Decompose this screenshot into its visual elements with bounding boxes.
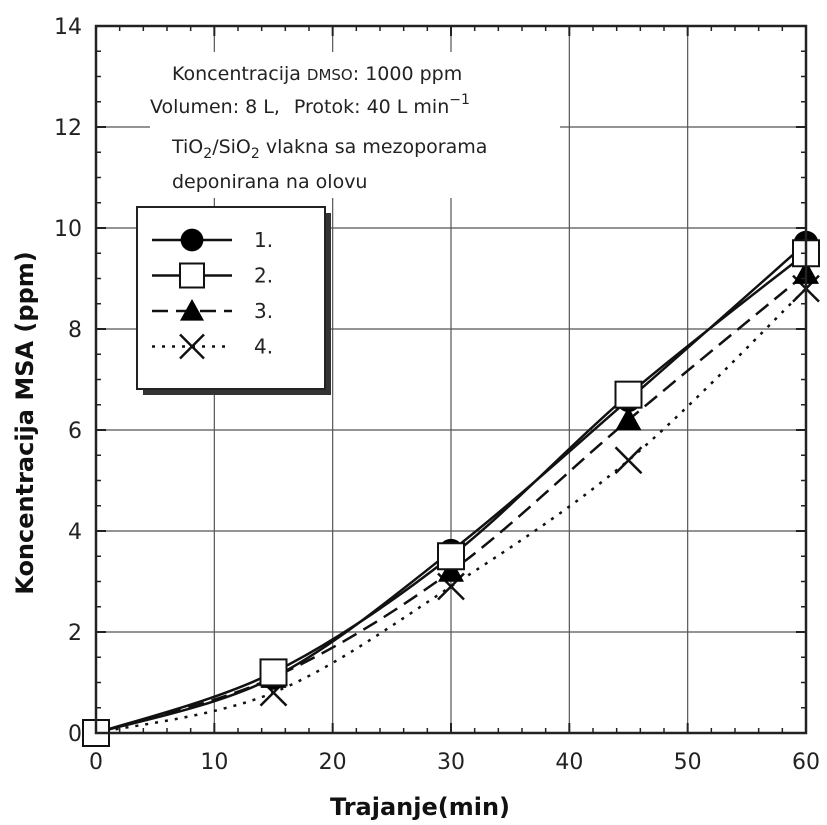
y-tick-label: 14 [54, 15, 82, 40]
x-marker-stroke [614, 446, 643, 475]
x-tick-label: 0 [89, 750, 103, 775]
y-tick-label: 0 [68, 722, 82, 747]
x-axis-title: Trajanje(min) [330, 793, 510, 821]
y-tick-label: 10 [54, 217, 82, 242]
legend-marker-1 [180, 228, 204, 252]
legend-label-4: 4. [254, 335, 273, 359]
ticks [95, 25, 807, 734]
x-marker-stroke [179, 333, 205, 360]
legend-label-3: 3. [254, 299, 273, 323]
legend-label-2: 2. [254, 264, 273, 288]
x-tick-label: 20 [319, 750, 347, 775]
legend-box [136, 206, 326, 390]
x-tick-label: 60 [792, 750, 820, 775]
series-line-3 [95, 272, 807, 735]
annotation-line4: deponirana na olovu [172, 171, 367, 193]
x-tick-label: 40 [555, 750, 583, 775]
y-tick-label: 12 [54, 116, 82, 141]
annotation-line3: TiO2/SiO2 vlakna sa mezoporama [171, 136, 487, 162]
x-tick-label: 10 [200, 750, 228, 775]
data-point-series-4 [614, 446, 643, 475]
legend-marker-4 [179, 333, 205, 360]
legend-marker-3 [180, 299, 204, 321]
annotation-line2: Volumen: 8 L, Protok: 40 L min−1 [150, 92, 470, 118]
annotation-line1: Koncentracija DMSO: 1000 ppm [172, 63, 462, 85]
series-line-4 [95, 287, 807, 735]
y-tick-label: 4 [68, 520, 82, 545]
data-point-series-3 [615, 406, 642, 431]
legend-entries: 1. 2. 3. 4. [152, 228, 273, 360]
legend-label-1: 1. [254, 228, 273, 252]
x-tick-label: 30 [437, 750, 465, 775]
data-point-series-2 [437, 542, 465, 571]
legend-marker-2 [179, 262, 205, 289]
y-tick-label: 6 [68, 419, 82, 444]
y-tick-label: 2 [68, 621, 82, 646]
data-point-series-2 [259, 658, 288, 687]
data-point-series-2 [614, 380, 643, 409]
y-tick-label: 8 [68, 318, 82, 343]
annotation-block: Koncentracija DMSO: 1000 ppm Volumen: 8 L… [150, 52, 560, 198]
tick-labels: 0 10 20 30 40 50 60 0 2 4 6 8 10 12 14 [54, 15, 820, 775]
annotation-background [150, 52, 560, 198]
y-axis-title: Koncentracija MSA (ppm) [11, 251, 39, 594]
x-tick-label: 50 [674, 750, 702, 775]
legend: 1. 2. 3. 4. [136, 206, 331, 395]
